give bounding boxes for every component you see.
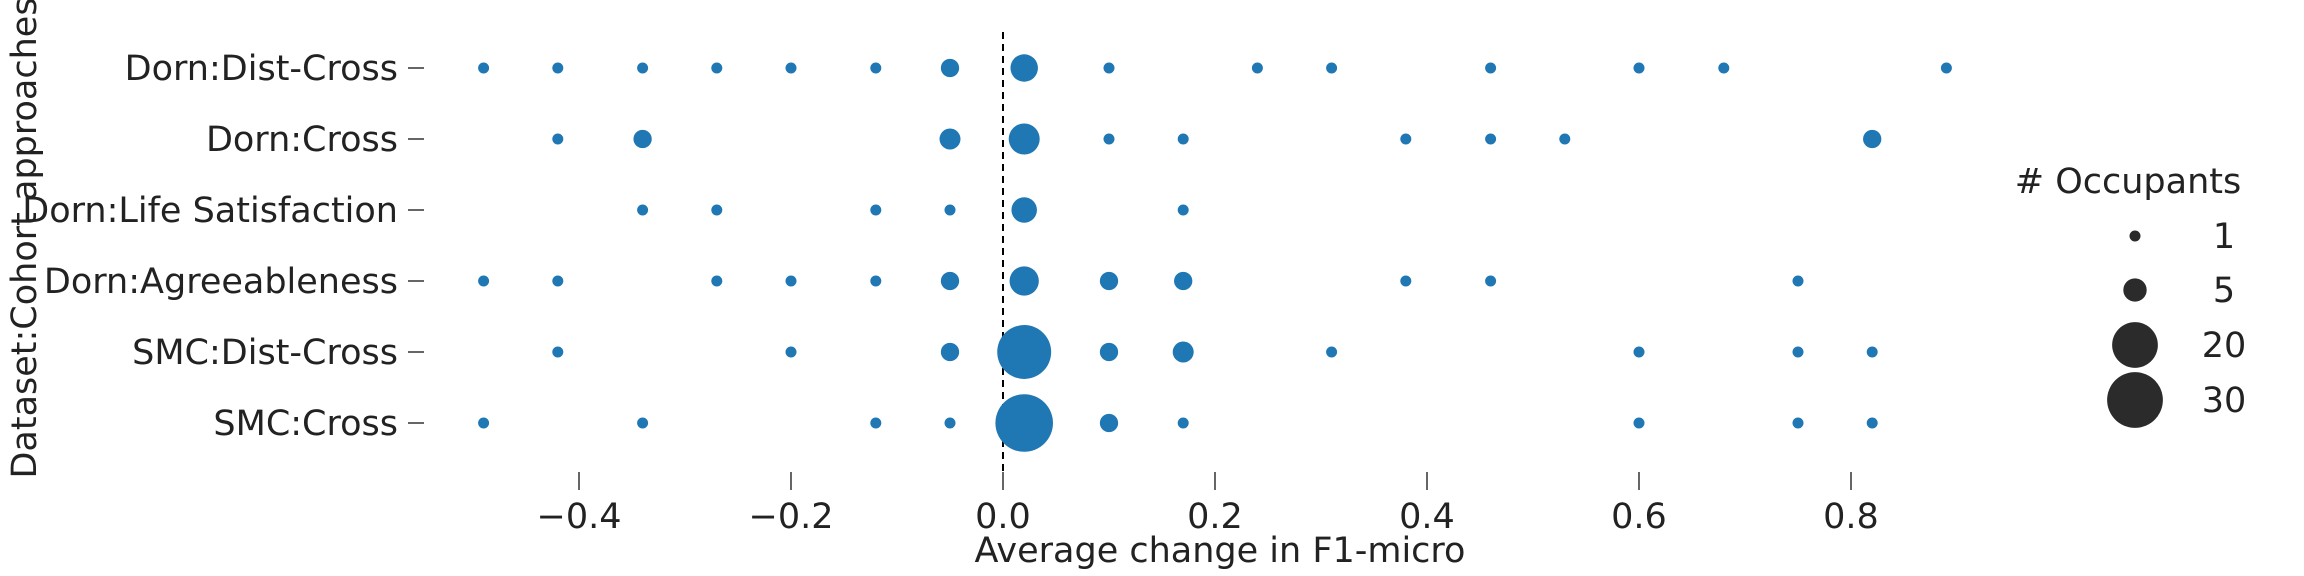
data-point xyxy=(870,417,882,429)
y-tick-label: Dorn:Cross xyxy=(206,120,398,160)
data-points xyxy=(478,54,1952,452)
legend-label: 30 xyxy=(2202,381,2247,421)
data-point xyxy=(1099,413,1119,433)
data-point xyxy=(944,204,956,216)
data-point xyxy=(633,129,652,149)
data-point xyxy=(870,275,882,287)
data-point xyxy=(1633,346,1645,358)
data-point xyxy=(995,394,1053,452)
data-point xyxy=(944,417,956,429)
data-point xyxy=(870,204,882,216)
data-point xyxy=(478,275,490,287)
legend: # Occupants 1 5 20 30 xyxy=(2015,162,2247,428)
data-point xyxy=(1326,346,1338,358)
data-point xyxy=(478,62,490,74)
data-point xyxy=(711,62,723,74)
data-point xyxy=(1177,133,1189,145)
data-point xyxy=(1633,417,1645,429)
data-point xyxy=(1400,133,1412,145)
data-point xyxy=(1792,346,1804,358)
data-point xyxy=(552,346,564,358)
data-point xyxy=(1485,133,1497,145)
data-point xyxy=(940,58,960,78)
legend-marker xyxy=(2123,278,2147,302)
legend-marker xyxy=(2112,322,2158,368)
data-point xyxy=(1792,275,1804,287)
x-tick-label: 0.8 xyxy=(1823,497,1879,537)
x-tick-label: 0.4 xyxy=(1399,497,1455,537)
data-point xyxy=(637,204,649,216)
y-tick-label: SMC:Dist-Cross xyxy=(132,333,398,373)
data-point xyxy=(1010,54,1038,82)
legend-label: 20 xyxy=(2202,326,2247,366)
data-point xyxy=(940,271,960,291)
data-point xyxy=(1866,417,1878,429)
data-point xyxy=(1103,133,1115,145)
x-axis: −0.4 −0.2 0.0 0.2 0.4 0.6 0.8 xyxy=(537,472,1879,537)
data-point xyxy=(997,325,1052,379)
data-point xyxy=(1011,197,1037,223)
data-point xyxy=(1172,341,1194,363)
data-point xyxy=(1792,417,1804,429)
x-tick-label: −0.2 xyxy=(749,497,834,537)
data-point xyxy=(1718,62,1730,74)
y-axis: Dorn:Dist-Cross Dorn:Cross Dorn:Life Satis… xyxy=(22,49,424,444)
data-point xyxy=(785,275,797,287)
data-point xyxy=(785,346,797,358)
data-point xyxy=(711,204,723,216)
legend-marker xyxy=(2129,230,2141,242)
data-point xyxy=(637,62,649,74)
y-tick-label: Dorn:Dist-Cross xyxy=(125,49,398,89)
data-point xyxy=(785,62,797,74)
data-point xyxy=(1174,271,1193,291)
data-point xyxy=(1099,342,1119,362)
data-point xyxy=(1866,346,1878,358)
x-tick-label: 0.2 xyxy=(1187,497,1243,537)
data-point xyxy=(1177,204,1189,216)
x-tick-label: 0.6 xyxy=(1611,497,1667,537)
data-point xyxy=(711,275,723,287)
x-tick-label: 0.0 xyxy=(975,497,1031,537)
legend-marker xyxy=(2107,372,2163,428)
y-tick-label: SMC:Cross xyxy=(213,404,398,444)
x-axis-label: Average change in F1-micro xyxy=(975,531,1466,571)
data-point xyxy=(940,342,960,362)
data-point xyxy=(1400,275,1412,287)
y-tick-label: Dorn:Agreeableness xyxy=(44,262,398,302)
legend-title: # Occupants xyxy=(2015,162,2241,202)
data-point xyxy=(1633,62,1645,74)
data-point xyxy=(552,62,564,74)
data-point xyxy=(1009,266,1039,296)
legend-label: 1 xyxy=(2213,217,2235,257)
data-point xyxy=(1008,123,1040,155)
x-tick-label: −0.4 xyxy=(537,497,622,537)
data-point xyxy=(478,417,490,429)
data-point xyxy=(1103,62,1115,74)
data-point xyxy=(1099,271,1119,291)
data-point xyxy=(1251,62,1263,74)
data-point xyxy=(1863,129,1882,149)
data-point xyxy=(552,275,564,287)
data-point xyxy=(939,128,961,150)
data-point xyxy=(1326,62,1338,74)
data-point xyxy=(637,417,649,429)
data-point xyxy=(1485,62,1497,74)
data-point xyxy=(1559,133,1571,145)
data-point xyxy=(1485,275,1497,287)
y-tick-label: Dorn:Life Satisfaction xyxy=(22,191,398,231)
data-point xyxy=(552,133,564,145)
legend-label: 5 xyxy=(2213,271,2235,311)
y-axis-label: Dataset:Cohort approaches xyxy=(5,0,45,479)
data-point xyxy=(1177,417,1189,429)
data-point xyxy=(870,62,882,74)
data-point xyxy=(1940,62,1952,74)
